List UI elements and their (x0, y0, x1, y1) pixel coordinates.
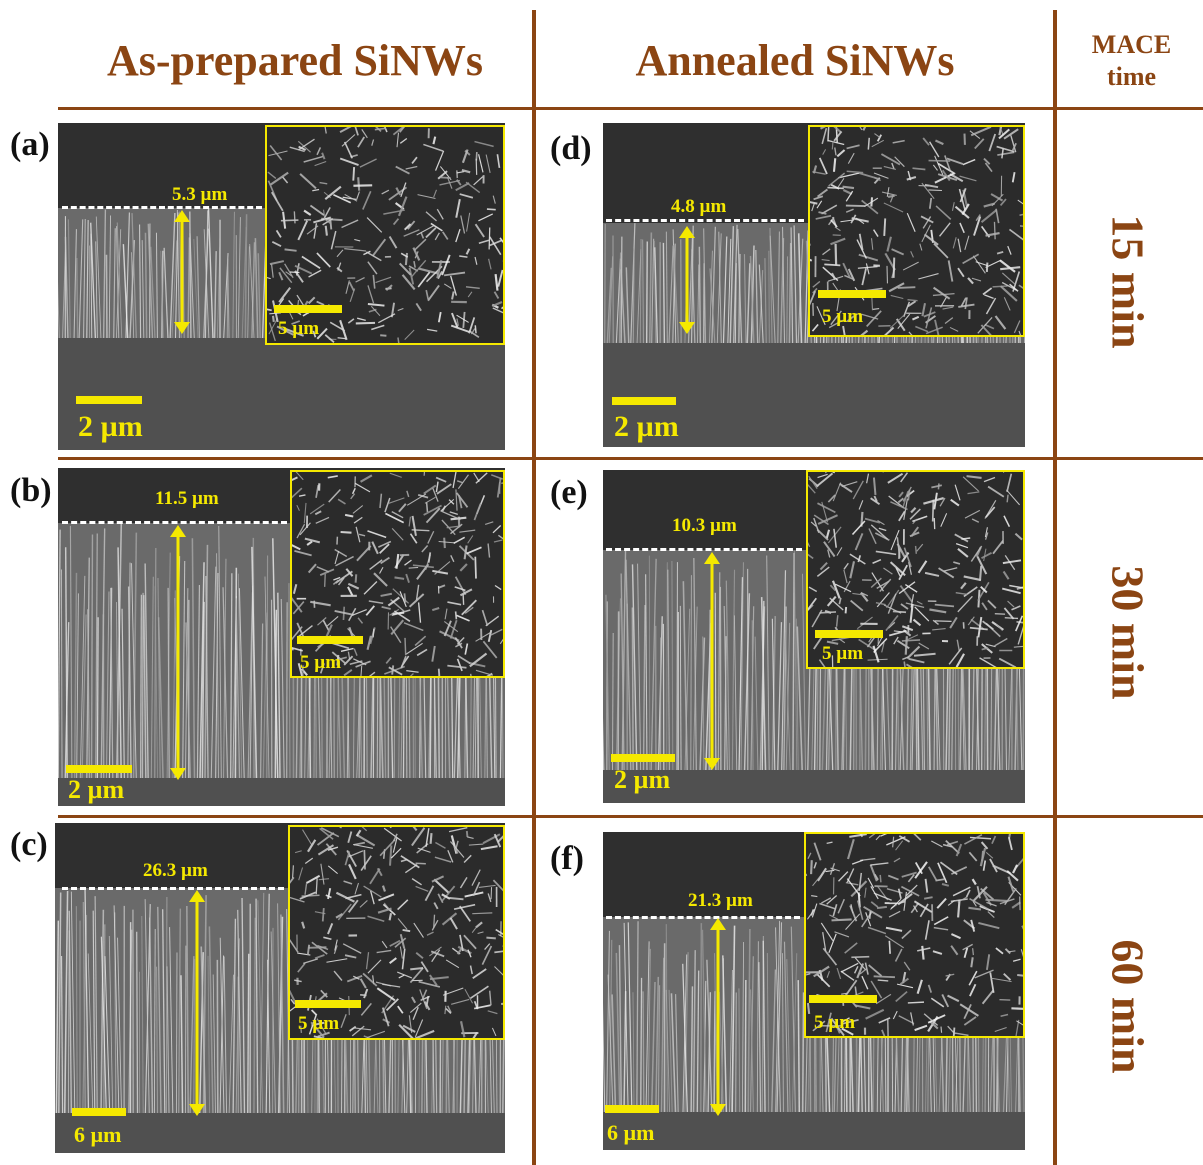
height-label-f: 21.3 µm (688, 890, 753, 911)
height-arrow-e (704, 552, 720, 770)
inset-scale-label-b: 5 µm (300, 652, 342, 673)
sem-inset-d (808, 125, 1025, 337)
panel-label-c: (c) (10, 826, 48, 863)
panel-label-b: (b) (10, 472, 52, 509)
inset-scale-bar-e (815, 630, 883, 638)
scale-label-f: 6 µm (607, 1120, 655, 1145)
panel-label-d: (d) (550, 130, 592, 167)
top-line-e (606, 548, 802, 551)
inset-scale-bar-f (809, 995, 877, 1003)
height-label-e: 10.3 µm (672, 515, 737, 536)
height-arrow-b (170, 525, 186, 780)
top-line-a (62, 206, 262, 209)
height-arrow-a (174, 210, 190, 334)
divider-row-2 (58, 815, 1203, 818)
inset-scale-label-c: 5 µm (298, 1013, 340, 1034)
inset-scale-label-e: 5 µm (822, 643, 864, 664)
top-line-c (62, 887, 284, 890)
top-line-b (62, 521, 287, 524)
scale-label-d: 2 µm (614, 410, 679, 443)
scale-label-b: 2 µm (68, 775, 125, 804)
scale-bar-a (76, 396, 142, 404)
divider-vertical-1 (532, 10, 536, 1165)
scale-label-a: 2 µm (78, 410, 143, 443)
time-label-15: 15 min (1102, 214, 1154, 349)
panel-label-a: (a) (10, 126, 50, 163)
top-line-f (606, 916, 800, 919)
height-arrow-d (679, 226, 695, 334)
scale-bar-c (72, 1108, 126, 1116)
inset-scale-label-f: 5 µm (814, 1012, 856, 1033)
scale-bar-f (605, 1105, 659, 1113)
scale-bar-d (612, 397, 676, 405)
panel-label-f: (f) (550, 840, 584, 877)
height-label-b: 11.5 µm (155, 488, 219, 509)
sem-inset-f (804, 832, 1025, 1038)
sem-inset-e (806, 470, 1025, 669)
height-label-d: 4.8 µm (671, 196, 727, 217)
panel-label-e: (e) (550, 474, 588, 511)
divider-vertical-2 (1053, 10, 1057, 1165)
column-header-mace-line1: MACE (1091, 30, 1172, 59)
inset-scale-bar-b (297, 636, 363, 644)
scale-bar-b (66, 765, 132, 773)
divider-header (58, 107, 1203, 110)
inset-scale-bar-c (295, 1000, 361, 1008)
height-label-a: 5.3 µm (172, 184, 228, 205)
column-header-annealed: Annealed SiNWs (635, 36, 955, 85)
divider-row-1 (58, 457, 1203, 460)
sem-inset-b (290, 470, 505, 678)
top-line-d (606, 219, 804, 222)
inset-scale-bar-a (274, 305, 342, 313)
scale-bar-e (611, 754, 675, 762)
inset-scale-bar-d (818, 290, 886, 298)
scale-label-c: 6 µm (74, 1122, 122, 1147)
time-label-60: 60 min (1102, 939, 1154, 1074)
column-header-as-prepared: As-prepared SiNWs (106, 36, 484, 85)
inset-scale-label-a: 5 µm (278, 318, 320, 339)
height-arrow-c (189, 890, 205, 1116)
height-label-c: 26.3 µm (143, 860, 208, 881)
inset-scale-label-d: 5 µm (822, 306, 864, 327)
time-label-30: 30 min (1102, 565, 1154, 700)
height-arrow-f (710, 918, 726, 1116)
scale-label-e: 2 µm (614, 765, 671, 794)
column-header-mace-line2: time (1106, 62, 1157, 91)
